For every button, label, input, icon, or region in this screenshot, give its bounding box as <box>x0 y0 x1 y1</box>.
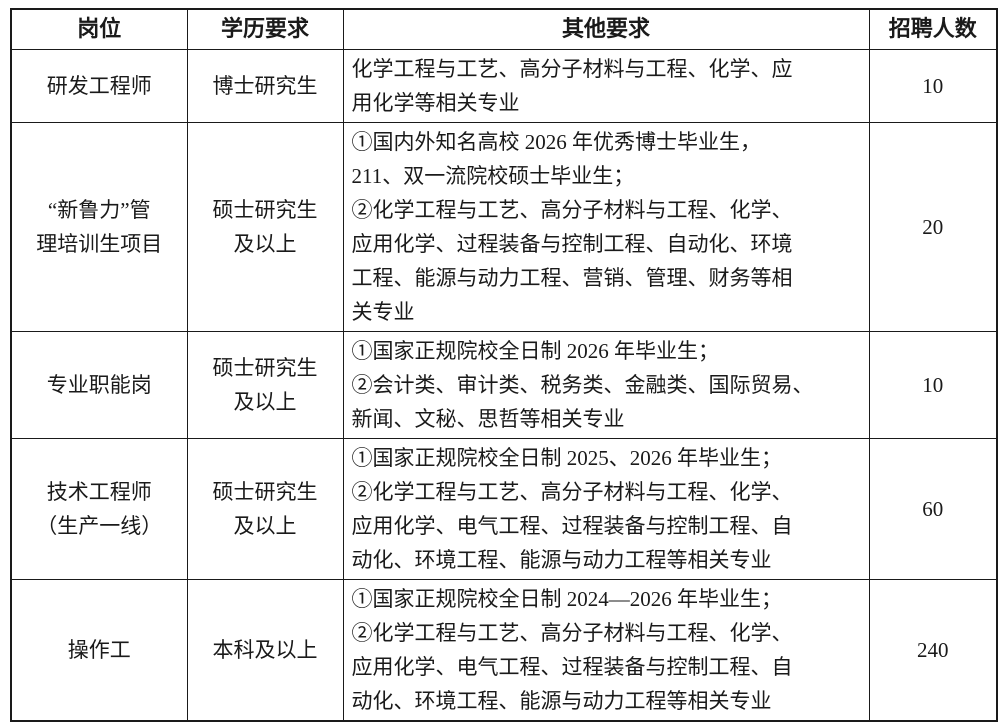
header-other-requirements: 其他要求 <box>342 8 870 50</box>
table-row: “新鲁力”管 理培训生项目 硕士研究生 及以上 ①国内外知名高校 2026 年优… <box>10 121 998 332</box>
headcount-cell: 20 <box>868 121 998 332</box>
header-row: 岗位 学历要求 其他要求 招聘人数 <box>10 8 998 50</box>
requirements-cell: ①国家正规院校全日制 2024—2026 年毕业生； ②化学工程与工艺、高分子材… <box>342 578 870 721</box>
table-row: 技术工程师 （生产一线） 硕士研究生 及以上 ①国家正规院校全日制 2025、2… <box>10 437 998 580</box>
table-row: 专业职能岗 硕士研究生 及以上 ①国家正规院校全日制 2026 年毕业生； ②会… <box>10 330 998 439</box>
headcount-cell: 240 <box>868 578 998 721</box>
education-cell: 硕士研究生 及以上 <box>186 330 344 439</box>
requirements-cell: 化学工程与工艺、高分子材料与工程、化学、应 用化学等相关专业 <box>342 48 870 123</box>
requirements-cell: ①国内外知名高校 2026 年优秀博士毕业生， 211、双一流院校硕士毕业生； … <box>342 121 870 332</box>
header-headcount: 招聘人数 <box>868 8 998 50</box>
position-cell: 操作工 <box>10 578 188 721</box>
headcount-cell: 60 <box>868 437 998 580</box>
table-row: 研发工程师 博士研究生 化学工程与工艺、高分子材料与工程、化学、应 用化学等相关… <box>10 48 998 123</box>
position-cell: “新鲁力”管 理培训生项目 <box>10 121 188 332</box>
header-education: 学历要求 <box>186 8 344 50</box>
education-cell: 本科及以上 <box>186 578 344 721</box>
position-cell: 专业职能岗 <box>10 330 188 439</box>
requirements-cell: ①国家正规院校全日制 2026 年毕业生； ②会计类、审计类、税务类、金融类、国… <box>342 330 870 439</box>
education-cell: 硕士研究生 及以上 <box>186 121 344 332</box>
requirements-cell: ①国家正规院校全日制 2025、2026 年毕业生； ②化学工程与工艺、高分子材… <box>342 437 870 580</box>
recruitment-table: 岗位 学历要求 其他要求 招聘人数 研发工程师 博士研究生 化学工程与工艺、高分… <box>10 8 998 722</box>
headcount-cell: 10 <box>868 48 998 123</box>
position-cell: 技术工程师 （生产一线） <box>10 437 188 580</box>
headcount-cell: 10 <box>868 330 998 439</box>
table-row: 操作工 本科及以上 ①国家正规院校全日制 2024—2026 年毕业生； ②化学… <box>10 578 998 721</box>
position-cell: 研发工程师 <box>10 48 188 123</box>
education-cell: 硕士研究生 及以上 <box>186 437 344 580</box>
header-position: 岗位 <box>10 8 188 50</box>
education-cell: 博士研究生 <box>186 48 344 123</box>
